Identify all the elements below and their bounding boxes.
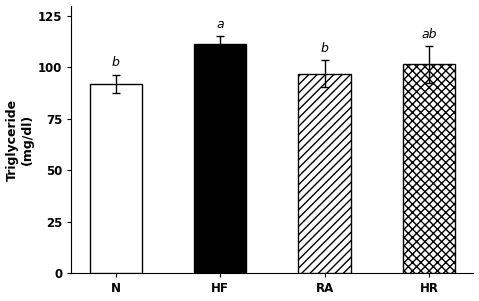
Text: a: a [217, 18, 224, 31]
Bar [403, 64, 455, 273]
Bar [298, 73, 351, 273]
Bar [194, 44, 246, 273]
Bar [90, 84, 142, 273]
Text: ab: ab [422, 28, 437, 41]
Text: b: b [112, 56, 120, 70]
Y-axis label: Triglyceride
(mg/dl): Triglyceride (mg/dl) [6, 98, 34, 181]
Text: b: b [320, 42, 329, 55]
